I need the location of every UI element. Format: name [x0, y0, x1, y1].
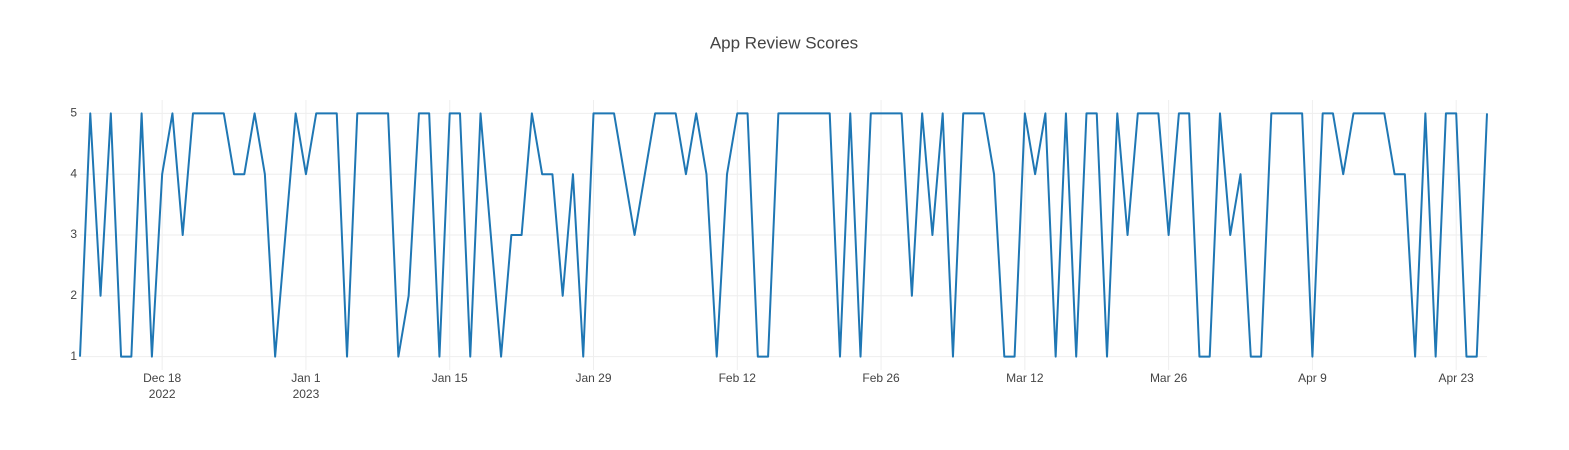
y-tick-label: 2: [70, 288, 77, 302]
y-tick-label: 4: [70, 166, 77, 180]
x-tick-label: Feb 12: [719, 371, 757, 385]
x-tick-label: Feb 26: [862, 371, 900, 385]
x-tick-label: Jan 15: [432, 371, 468, 385]
x-tick-label: 2022: [149, 387, 176, 401]
y-tick-label: 1: [70, 349, 77, 363]
line: [79, 112, 1488, 358]
x-tick-label: Apr 23: [1439, 371, 1475, 385]
y-tick-label: 5: [70, 106, 77, 120]
x-tick-label: Mar 12: [1006, 371, 1044, 385]
x-tick-label: Dec 18: [143, 371, 181, 385]
y-tick-label: 3: [70, 227, 77, 241]
x-tick-label: Apr 9: [1298, 371, 1327, 385]
chart-title: App Review Scores: [710, 33, 858, 52]
x-tick-label: Jan 1: [291, 371, 321, 385]
x-tick-label: Mar 26: [1150, 371, 1188, 385]
x-tick-label: 2023: [293, 387, 320, 401]
x-tick-label: Jan 29: [575, 371, 611, 385]
